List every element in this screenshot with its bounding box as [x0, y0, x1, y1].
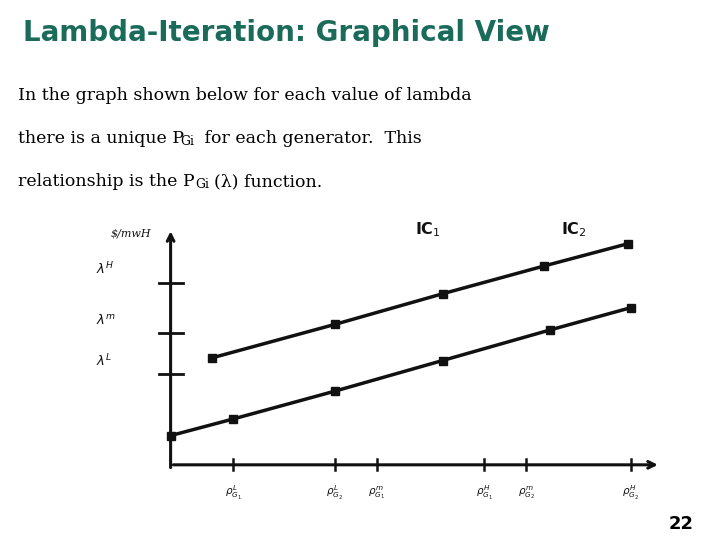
Text: 22: 22	[668, 515, 693, 534]
Text: there is a unique P: there is a unique P	[17, 130, 184, 147]
Text: $\lambda^m$: $\lambda^m$	[96, 313, 116, 327]
Text: $\rho_{G_1}^L$: $\rho_{G_1}^L$	[225, 484, 242, 502]
Text: relationship is the P: relationship is the P	[17, 173, 194, 190]
Text: IC$_2$: IC$_2$	[561, 220, 587, 239]
Text: $\rho_{G_2}^m$: $\rho_{G_2}^m$	[518, 484, 535, 501]
Text: for each generator.  This: for each generator. This	[199, 130, 422, 147]
Text: $\lambda^L$: $\lambda^L$	[96, 352, 112, 369]
Bar	[676, 60, 705, 66]
Text: $\lambda^H$: $\lambda^H$	[96, 260, 114, 277]
Text: (λ) function.: (λ) function.	[214, 173, 322, 190]
Text: $\rho_{G_2}^L$: $\rho_{G_2}^L$	[326, 484, 343, 502]
Text: Gi: Gi	[196, 178, 210, 191]
Text: Lambda-Iteration: Graphical View: Lambda-Iteration: Graphical View	[23, 19, 549, 48]
Text: $\rho_{G_2}^H$: $\rho_{G_2}^H$	[622, 484, 639, 502]
Text: IC$_1$: IC$_1$	[415, 220, 441, 239]
Bar	[683, 18, 698, 60]
Bar	[676, 12, 705, 18]
Text: $\rho_{G_1}^m$: $\rho_{G_1}^m$	[368, 484, 385, 501]
Text: Gi: Gi	[181, 135, 194, 148]
Text: $/mwH: $/mwH	[111, 228, 151, 239]
Text: $\rho_{G_1}^H$: $\rho_{G_1}^H$	[476, 484, 493, 502]
Text: In the graph shown below for each value of lambda: In the graph shown below for each value …	[17, 87, 472, 104]
